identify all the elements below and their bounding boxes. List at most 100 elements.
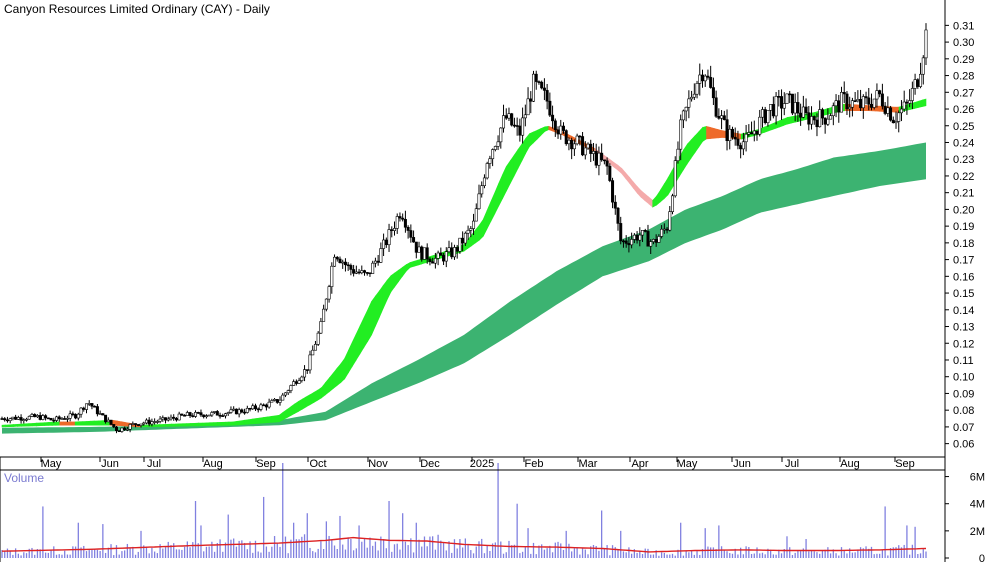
short-term-ma-segment bbox=[213, 422, 218, 426]
candle-body bbox=[90, 403, 94, 407]
candle-body bbox=[624, 240, 628, 244]
short-term-ma-segment bbox=[263, 416, 268, 424]
short-term-ma-segment bbox=[690, 135, 696, 160]
candle-body bbox=[256, 408, 260, 411]
candle-body bbox=[131, 423, 135, 425]
candle-body bbox=[281, 394, 285, 401]
candle-body bbox=[681, 110, 685, 121]
candle-body bbox=[221, 415, 225, 417]
candle-body bbox=[521, 117, 525, 136]
candle-body bbox=[229, 409, 233, 413]
short-term-ma-segment bbox=[702, 126, 707, 142]
y-tick-label: 0.10 bbox=[953, 372, 974, 384]
short-term-ma-segment bbox=[417, 258, 422, 266]
candle-body bbox=[93, 405, 97, 408]
candle-body bbox=[919, 73, 923, 87]
candle-body bbox=[679, 119, 683, 150]
candle-body bbox=[695, 83, 699, 95]
candle-body bbox=[142, 422, 146, 425]
candle-body bbox=[635, 234, 639, 241]
short-term-ma-segment bbox=[329, 372, 334, 393]
candle-body bbox=[570, 139, 574, 150]
short-term-ma-segment bbox=[321, 381, 326, 399]
candle-body bbox=[428, 258, 432, 262]
x-tick-label: Jul bbox=[785, 458, 799, 470]
candle-body bbox=[889, 107, 893, 121]
candle-body bbox=[507, 113, 511, 119]
short-term-ma-segment bbox=[74, 421, 80, 426]
short-term-ma-segment bbox=[406, 261, 411, 272]
short-term-ma-segment bbox=[548, 125, 553, 132]
candle-body bbox=[611, 180, 615, 203]
short-term-ma-segment bbox=[98, 420, 103, 426]
candle-body bbox=[910, 88, 914, 101]
short-term-ma-segment bbox=[687, 139, 692, 165]
candle-body bbox=[908, 100, 912, 104]
candle-body bbox=[905, 101, 909, 104]
candle-body bbox=[722, 115, 726, 120]
candle-body bbox=[799, 112, 803, 118]
candle-body bbox=[534, 73, 538, 82]
candle-body bbox=[785, 93, 789, 104]
candle-body bbox=[613, 201, 617, 209]
x-tick-label: May bbox=[41, 458, 62, 470]
candle-body bbox=[518, 125, 522, 136]
candle-body bbox=[477, 193, 481, 210]
candle-body bbox=[76, 413, 80, 419]
candle-body bbox=[556, 129, 560, 135]
volume-panel bbox=[1, 463, 927, 558]
short-term-ma-segment bbox=[198, 422, 203, 427]
short-term-ma-segment bbox=[151, 424, 157, 428]
short-term-ma-segment bbox=[348, 341, 353, 374]
candle-body bbox=[496, 141, 500, 147]
candle-body bbox=[305, 369, 309, 371]
short-term-ma-segment bbox=[225, 421, 230, 426]
short-term-ma-segment bbox=[629, 176, 634, 190]
candle-body bbox=[82, 407, 86, 410]
short-term-ma-segment bbox=[340, 357, 345, 384]
candle-body bbox=[504, 115, 508, 119]
candle-body bbox=[671, 195, 675, 212]
short-term-ma-segment bbox=[171, 423, 176, 427]
short-term-ma-segment bbox=[544, 125, 549, 132]
candle-body bbox=[313, 344, 317, 351]
candle-body bbox=[673, 160, 677, 197]
short-term-ma-segment bbox=[529, 131, 534, 148]
y-tick-label: 0.24 bbox=[953, 137, 974, 149]
candle-body bbox=[736, 138, 740, 146]
y-tick-label: 0.25 bbox=[953, 121, 974, 133]
candle-body bbox=[842, 91, 846, 95]
short-term-ma-segment bbox=[517, 143, 523, 169]
candle-body bbox=[322, 308, 326, 322]
candle-body bbox=[698, 74, 702, 84]
short-term-ma-segment bbox=[918, 99, 923, 108]
candle-body bbox=[289, 385, 293, 391]
candle-body bbox=[829, 115, 833, 120]
candle-body bbox=[158, 418, 162, 422]
candle-body bbox=[365, 272, 369, 274]
candle-body bbox=[382, 239, 386, 249]
candle-body bbox=[251, 405, 255, 410]
candle-body bbox=[30, 414, 34, 417]
y-tick-label: 0.22 bbox=[953, 171, 974, 183]
candle-body bbox=[109, 419, 113, 425]
candle-body bbox=[777, 96, 781, 98]
candle-body bbox=[414, 241, 418, 253]
candle-body bbox=[758, 116, 762, 135]
candle-body bbox=[469, 228, 473, 231]
candle-body bbox=[646, 231, 650, 247]
short-term-ma-segment bbox=[791, 115, 796, 124]
short-term-ma-segment bbox=[63, 421, 68, 426]
short-term-ma-segment bbox=[47, 421, 53, 426]
candle-body bbox=[194, 412, 198, 417]
short-term-ma-segment bbox=[379, 284, 384, 318]
chart-title: Canyon Resources Limited Ordinary (CAY) … bbox=[4, 2, 270, 16]
candle-body bbox=[232, 408, 236, 411]
candle-body bbox=[403, 218, 407, 228]
short-term-ma-segment bbox=[721, 130, 727, 139]
candle-body bbox=[300, 376, 304, 381]
volume-y-tick-label: 6M bbox=[970, 472, 985, 484]
candle-body bbox=[627, 243, 631, 246]
candle-body bbox=[638, 234, 642, 241]
candle-body bbox=[711, 87, 715, 99]
